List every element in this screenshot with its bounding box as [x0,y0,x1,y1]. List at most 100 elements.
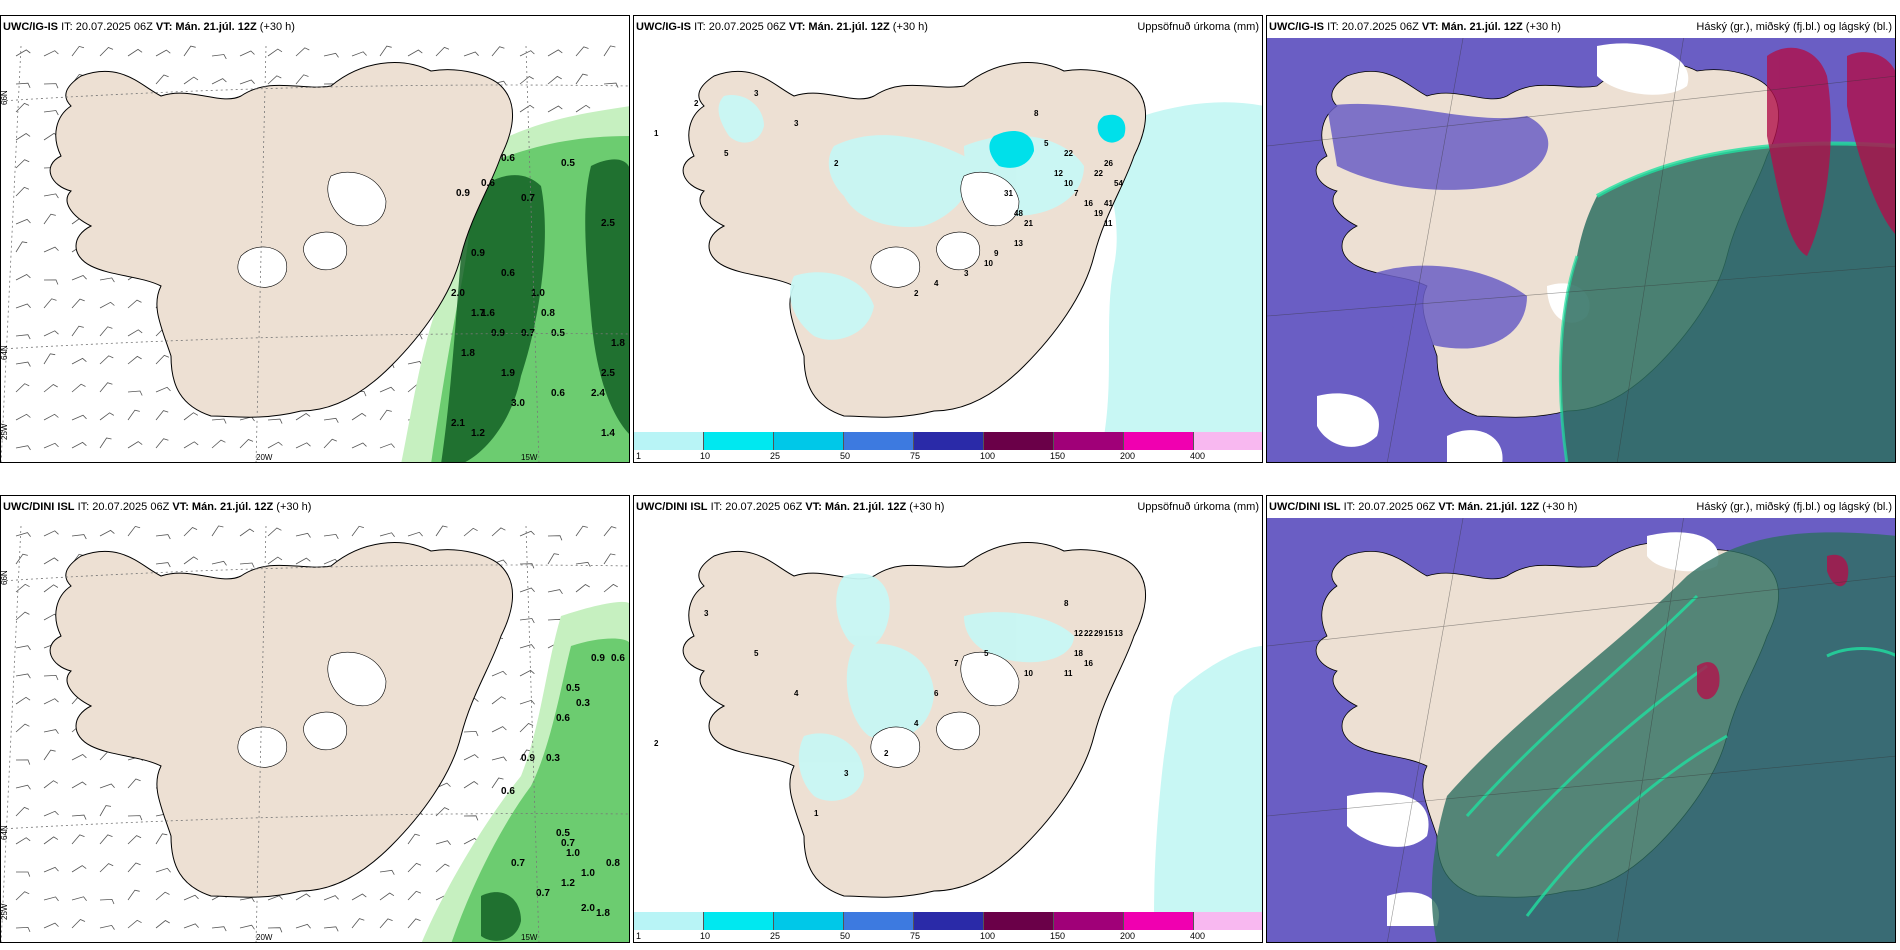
value-label: 0.6 [551,388,565,399]
lon-label-25: 25W [1,903,9,920]
wind-barb [295,923,311,929]
value-label: 0.6 [501,153,515,164]
lon-label-20: 20W [256,933,273,942]
wind-barb [15,926,31,933]
value-label: 1.7 [471,308,485,319]
wind-barb [323,417,339,423]
wind-barb [127,48,143,57]
value-label: 0.7 [511,858,525,869]
value-label: 0.9 [471,248,485,259]
wind-barb [379,918,393,929]
wind-barb [15,645,31,651]
value-label: 29 [1094,629,1103,638]
wind-barb [155,867,171,873]
wind-barb [15,611,30,621]
wind-barb [15,49,31,57]
value-label: 8 [1034,109,1039,118]
wind-barb [43,83,59,89]
value-label: 2.0 [451,288,465,299]
wind-barb [127,815,143,821]
wind-barb [491,756,507,762]
value-label: 3.0 [511,398,525,409]
colorbar-tick: 75 [910,931,921,941]
precip-colorbar: 1 10 25 50 75 100 150 200 400 [634,432,1262,462]
wind-barb [435,46,450,57]
value-label: 12 [1074,629,1083,638]
wind-barb [519,699,535,705]
value-label: 4 [934,279,939,288]
value-label: 7 [1074,189,1079,198]
colorbar-tick: 1 [636,451,642,461]
wind-barb [99,382,113,393]
value-label: 1.4 [601,428,615,439]
value-label: 2 [914,289,919,298]
colorbar-swatch [1054,912,1124,930]
value-label: 7 [954,659,959,668]
colorbar-tick: 1 [636,931,642,941]
wind-barb [379,532,395,538]
wind-barb [43,530,59,537]
panel-header: UWC/IG-IS IT: 20.07.2025 06Z VT: Mán. 21… [634,16,1262,38]
wind-barb [15,673,31,679]
wind-barb [71,865,87,873]
value-label: 22 [1064,149,1073,158]
value-label: 0.5 [556,828,570,839]
wind-barb [295,413,311,421]
wind-barb [99,529,115,537]
wind-barb [183,441,199,449]
value-label: 11 [1104,219,1113,228]
colorbar-swatch [984,432,1054,450]
wind-barb [15,159,30,169]
colorbar-swatch [1124,432,1194,450]
wind-barb [43,193,59,199]
wind-barb [127,329,143,337]
value-label: 6 [934,689,939,698]
wind-barb [155,74,169,85]
wind-barb [71,534,87,540]
wind-map: 0.9 0.60.50.30.60.9 0.30.60.50.71.00.80.71… [1,496,629,942]
wind-barb [519,644,535,649]
value-label: 4 [794,689,799,698]
wind-barb [43,836,59,845]
wind-barb [15,445,31,451]
wind-barb [435,782,451,789]
cloud-map [1267,496,1895,942]
glaciers [870,651,1020,768]
wind-barb [127,919,142,929]
colorbar-tick: 100 [980,931,996,941]
wind-barb [43,279,59,285]
wind-barb [71,325,84,337]
wind-barb [547,553,560,565]
colorbar-swatch [984,912,1054,930]
value-label: 31 [1004,189,1013,198]
wind-barb [295,532,311,538]
value-label: 8 [1064,599,1069,608]
value-label: 21 [1024,219,1033,228]
wind-barb [603,45,616,57]
colorbar-tick: 200 [1120,451,1136,461]
wind-barb [43,896,59,902]
wind-barb [155,354,170,365]
wind-barb [43,729,59,734]
value-label: 0.7 [521,193,535,204]
wind-barb [351,893,367,901]
wind-barb [575,525,588,537]
wind-barb [547,589,563,595]
wind-barb [379,386,395,393]
wind-barb [267,927,283,933]
value-label: 4 [914,719,919,728]
wind-barb [435,840,451,845]
wind-barb [575,46,589,57]
panel-header: UWC/DINI ISL IT: 20.07.2025 06Z VT: Mán.… [1,496,629,518]
wind-barb [15,303,31,309]
colorbar-swatch [1054,432,1124,450]
wind-barb [295,442,311,449]
value-label: 2 [884,749,889,758]
wind-barb [351,918,365,929]
wind-barb [519,104,535,113]
wind-barb [407,49,423,57]
lat-label-66: 66N [1,570,9,585]
wind-barb [99,805,112,817]
wind-barb [239,439,254,449]
